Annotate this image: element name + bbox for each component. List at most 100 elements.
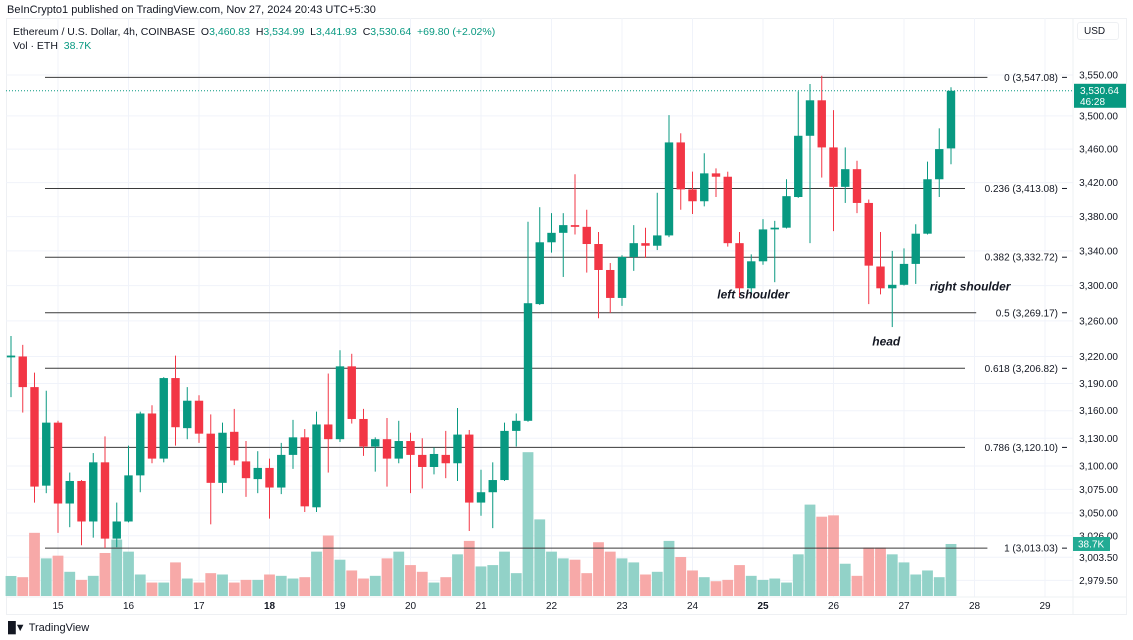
candle-body — [429, 453, 439, 467]
candle-body — [606, 269, 615, 298]
volume-bar — [710, 581, 722, 596]
candle — [253, 451, 262, 494]
candle-body — [18, 356, 27, 388]
time-tick-label: 22 — [546, 601, 558, 612]
candle — [923, 161, 932, 235]
candle-body — [277, 454, 286, 488]
time-tick-label: 20 — [405, 601, 417, 612]
candle-body — [676, 142, 685, 190]
volume-bar — [945, 543, 957, 596]
candle — [711, 168, 721, 198]
tradingview-logo[interactable]: █▼ TradingView — [8, 622, 89, 634]
volume-bar — [287, 578, 299, 596]
candle — [89, 453, 98, 538]
candle-body — [324, 424, 333, 440]
fib-level-label: 0.5 (3,269.17) — [996, 308, 1058, 319]
candle — [300, 429, 309, 513]
candle-body — [547, 232, 556, 243]
candle-body — [53, 422, 63, 504]
candle — [770, 220, 779, 283]
volume-bar — [792, 554, 804, 596]
candle-body — [535, 242, 544, 305]
chart-panel[interactable] — [6, 18, 1127, 615]
candle-body — [641, 243, 650, 246]
volume-bar — [569, 559, 581, 596]
open-value: 3,460.83 — [209, 26, 250, 38]
tradingview-logo-icon: █▼ — [8, 622, 26, 634]
volume-bar — [193, 582, 205, 596]
candle-body — [594, 244, 603, 270]
candle — [112, 502, 121, 548]
price-axis[interactable]: 3,550.00 3,500.00 3,460.00 3,420.00 3,380.00… — [1079, 71, 1118, 587]
volume-bar — [205, 573, 217, 596]
candle — [864, 199, 873, 305]
candle — [829, 110, 838, 232]
volume-bar — [358, 578, 369, 596]
time-tick-label: 16 — [123, 601, 135, 612]
candle-body — [230, 431, 239, 461]
candle-body — [136, 413, 145, 476]
pattern-annotation[interactable]: head — [872, 334, 901, 348]
volume-bar — [863, 547, 875, 596]
candle-body — [735, 243, 744, 289]
volume-bar — [933, 577, 945, 596]
candle — [359, 408, 368, 456]
symbol-description[interactable]: Ethereum / U.S. Dollar, 4h, COINBASE — [13, 26, 196, 38]
candle-body — [288, 437, 298, 455]
price-tick-label: 3,340.00 — [1079, 246, 1118, 257]
volume-bar — [616, 558, 628, 596]
candle-body — [465, 434, 474, 503]
volume-bar — [628, 562, 640, 596]
time-axis[interactable]: 15 16 17 18 19 20 21 22 23 24 25 26 27 28 29 — [52, 601, 1051, 612]
candle-body — [347, 366, 356, 419]
time-tick-label: 27 — [898, 601, 910, 612]
candle-body — [30, 387, 39, 487]
volume-bar — [311, 551, 322, 596]
fib-level-label: 0.618 (3,206.82) — [985, 364, 1058, 375]
candle — [241, 441, 251, 497]
candle-body — [147, 413, 157, 459]
candle-body — [935, 149, 944, 180]
candle-body — [406, 441, 415, 455]
volume-bar — [757, 579, 769, 596]
volume-bar — [299, 577, 311, 596]
volume-bar — [839, 563, 851, 596]
candle — [476, 469, 486, 516]
candle — [277, 442, 286, 495]
ohlc-legend-row: Ethereum / U.S. Dollar, 4h, COINBASE O3,… — [13, 25, 495, 39]
price-tick-label: 3,050.00 — [1079, 508, 1118, 519]
candle — [65, 472, 74, 528]
bar-countdown: 46:28 — [1080, 97, 1105, 108]
candle — [171, 355, 180, 446]
volume-bar — [734, 565, 745, 596]
price-tick-label: 3,460.00 — [1079, 145, 1118, 156]
candle — [535, 207, 544, 305]
pattern-annotation[interactable]: right shoulder — [930, 280, 1012, 294]
candle-body — [265, 467, 274, 488]
fib-level-label: 0 (3,547.08) — [1004, 73, 1058, 84]
candle-body — [711, 173, 721, 177]
high-label: H — [255, 26, 264, 38]
candle-body — [171, 378, 180, 428]
volume-bar — [804, 504, 816, 596]
pattern-annotation[interactable]: left shoulder — [717, 287, 790, 301]
candle-body — [359, 418, 368, 447]
time-tick-label: 18 — [264, 601, 276, 612]
volume-bar — [346, 570, 358, 596]
volume-bar — [487, 565, 499, 596]
low-value: 3,441.93 — [315, 26, 357, 38]
price-tick-label: 3,420.00 — [1079, 178, 1118, 189]
currency-button[interactable]: USD — [1077, 22, 1119, 40]
change-value: +69.80 (+2.02%) — [417, 26, 496, 38]
volume-bar — [5, 575, 17, 596]
chart-legend: Ethereum / U.S. Dollar, 4h, COINBASE O3,… — [13, 25, 495, 53]
candle-body — [523, 303, 533, 421]
high-value: 3,534.99 — [263, 26, 305, 38]
volume-bar — [217, 574, 228, 596]
candle — [418, 438, 427, 489]
fibonacci-retracement[interactable]: 0 (3,547.08) 0.236 (3,413.08) 0.382 (3,332… — [45, 73, 1067, 555]
candle — [888, 250, 897, 328]
volume-label[interactable]: Vol · ETH — [13, 40, 58, 52]
candle — [512, 413, 521, 447]
